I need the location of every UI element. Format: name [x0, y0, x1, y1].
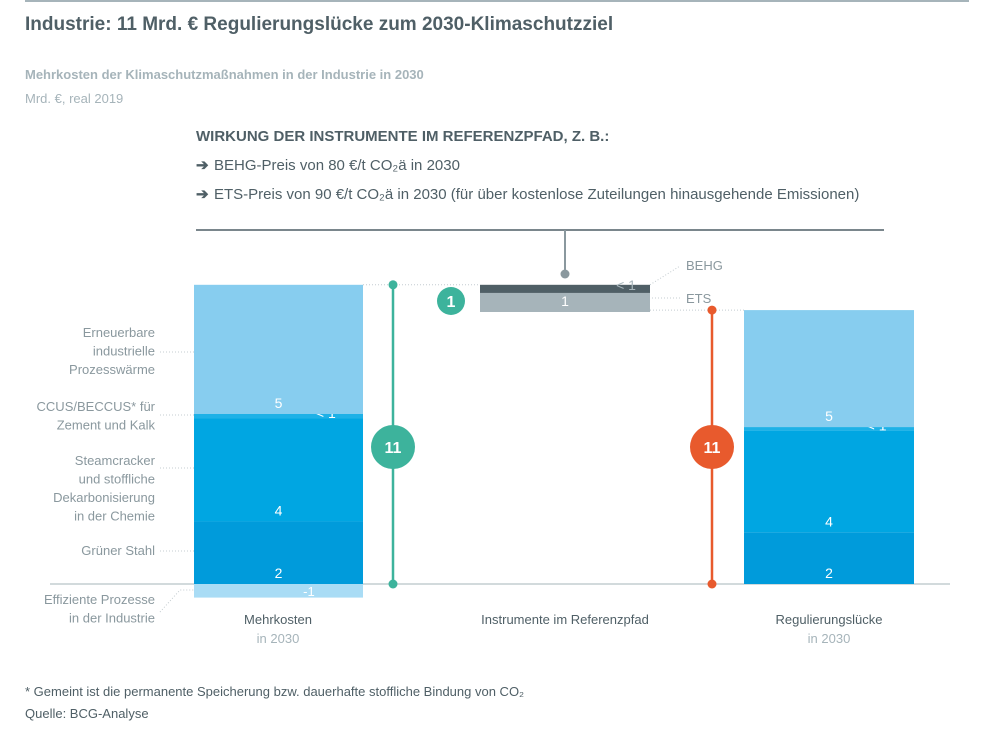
- category-sublabel: in 2030: [257, 631, 300, 646]
- segment-name-label: Dekarbonisierung: [53, 490, 155, 505]
- bar-segment-ets: [480, 292, 650, 312]
- total-mehrkosten-dot: [388, 280, 398, 290]
- bar-segment: [744, 430, 914, 533]
- total-regulierungsluecke-dot: [707, 579, 717, 589]
- segment-name-label: und stoffliche: [79, 472, 155, 487]
- footnote: * Gemeint ist die permanente Speicherung…: [25, 684, 525, 699]
- unit-label: Mrd. €, real 2019: [25, 91, 124, 106]
- bar-segment: [744, 427, 914, 431]
- bar-label: 5: [275, 395, 283, 411]
- segment-name-label: Erneuerbare: [83, 325, 155, 340]
- category-sublabel: in 2030: [808, 631, 851, 646]
- bar-segment: [194, 418, 363, 522]
- bar-segment: [194, 521, 363, 584]
- bar-segment: [744, 310, 914, 428]
- segment-name-label: in der Chemie: [74, 509, 155, 524]
- bar-label: 4: [275, 502, 283, 518]
- total-mehrkosten-badge: [371, 425, 415, 469]
- arrow-right-icon: ➔: [196, 157, 209, 174]
- source: Quelle: BCG-Analyse: [25, 706, 149, 721]
- total-mehrkosten-dot: [388, 579, 398, 589]
- bar-label: < 1: [616, 277, 636, 293]
- segment-name-label: Zement und Kalk: [57, 418, 156, 433]
- bar-label: 2: [275, 565, 283, 581]
- segment-name-label: Prozesswärme: [69, 362, 155, 377]
- bar-segment: [744, 532, 914, 584]
- bar-segment-behg: [480, 284, 650, 293]
- instrument-total-badge: [437, 287, 465, 315]
- instrument-connector-dot: [560, 269, 570, 279]
- bar-label: 2: [825, 565, 833, 581]
- total-regulierungsluecke-badge: [690, 425, 734, 469]
- chart-title: Industrie: 11 Mrd. € Regulierungslücke z…: [25, 14, 614, 35]
- instrument-item: ETS-Preis von 90 €/t CO₂ä in 2030 (für ü…: [214, 186, 859, 203]
- bar-label: -1: [303, 584, 315, 599]
- bar-segment: [194, 284, 363, 414]
- bar-label: 5: [825, 408, 833, 424]
- category-label: Mehrkosten: [244, 612, 312, 627]
- instrument-item: BEHG-Preis von 80 €/t CO₂ä in 2030: [214, 157, 460, 174]
- leader-line: [159, 589, 194, 613]
- category-label: Regulierungslücke: [776, 612, 883, 627]
- chart-subtitle: Mehrkosten der Klimaschutzmaßnahmen in d…: [25, 67, 424, 82]
- legend-ets: ETS: [686, 291, 712, 306]
- bar-segment-negative: [194, 584, 363, 598]
- segment-name-label: Grüner Stahl: [81, 543, 155, 558]
- segment-name-label: Steamcracker: [75, 453, 156, 468]
- leader-line: [649, 265, 681, 286]
- total-regulierungsluecke-label: 11: [704, 440, 721, 457]
- top-rule: [25, 0, 969, 2]
- bar-label: 4: [825, 513, 833, 529]
- total-mehrkosten-label: 11: [385, 440, 402, 457]
- arrow-right-icon: ➔: [196, 186, 209, 203]
- segment-name-label: CCUS/BECCUS* für: [37, 399, 156, 414]
- segment-name-label: industrielle: [93, 344, 155, 359]
- instrument-total-label: 1: [447, 294, 456, 311]
- segment-name-label: in der Industrie: [69, 611, 155, 626]
- legend-behg: BEHG: [686, 258, 723, 273]
- total-regulierungsluecke-dot: [707, 305, 717, 315]
- bar-label: 1: [561, 293, 569, 309]
- segment-name-label: Effiziente Prozesse: [44, 592, 155, 607]
- bar-segment: [194, 414, 363, 419]
- category-label: Instrumente im Referenzpfad: [481, 612, 649, 627]
- instrument-heading: WIRKUNG DER INSTRUMENTE IM REFERENZPFAD,…: [196, 128, 609, 145]
